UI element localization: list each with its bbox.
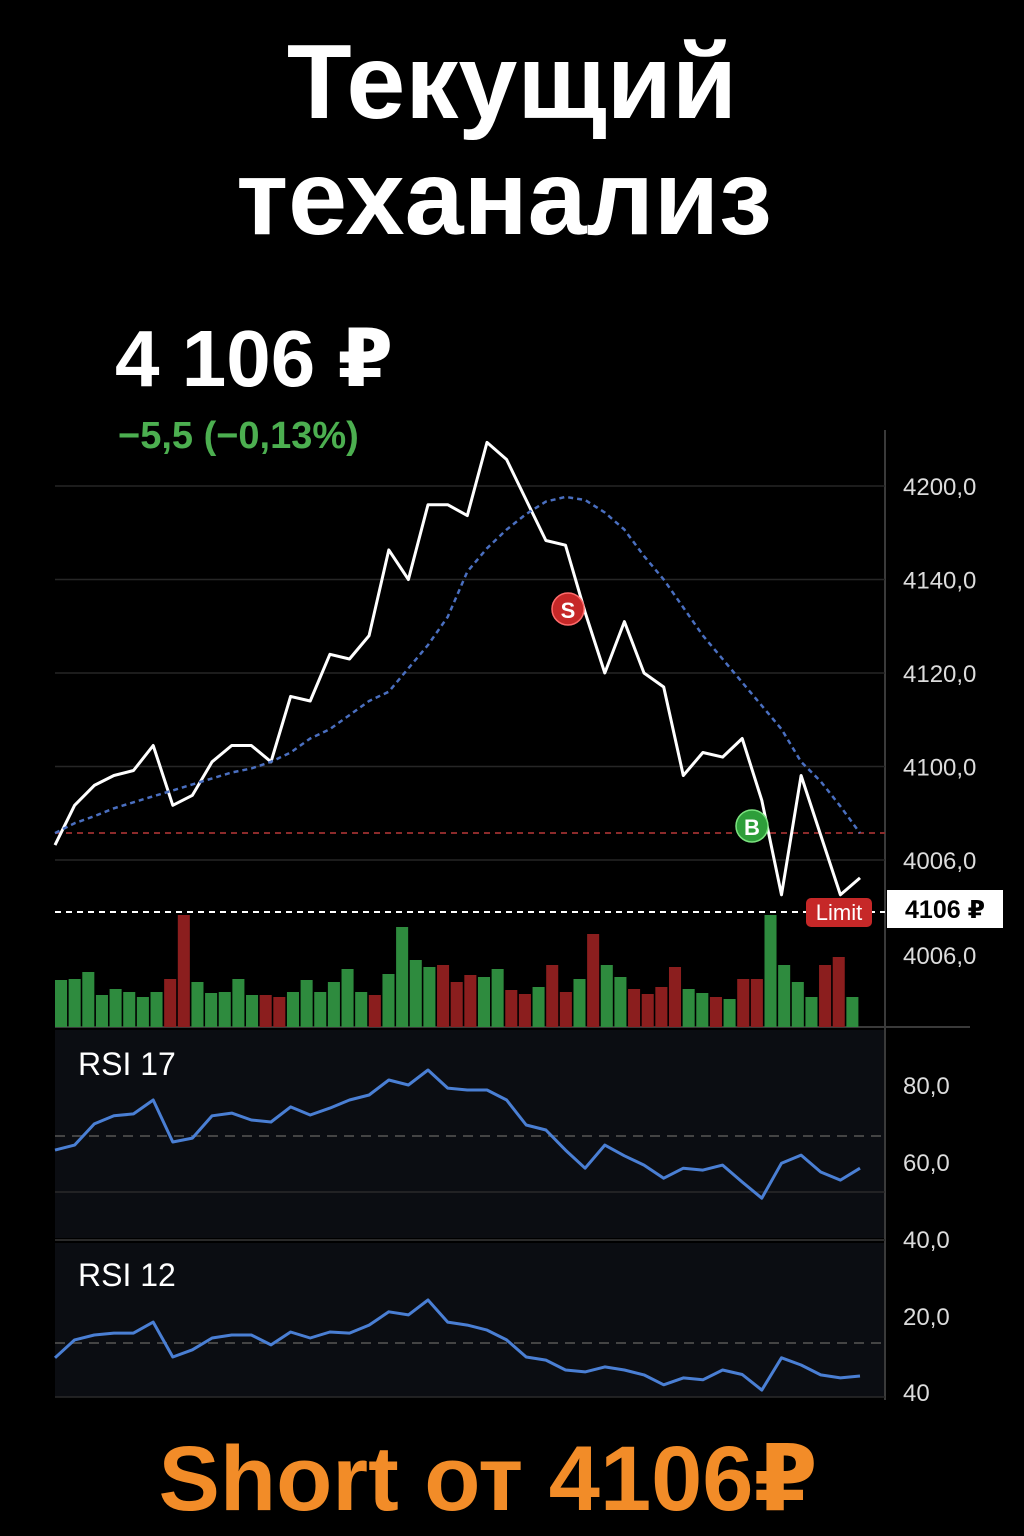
panel-title: RSI 17 <box>78 1046 176 1082</box>
marks: 4200,0 4140,0 4120,0 4100,0 4006,0 80,0 60,0 40… <box>53 440 976 1407</box>
volume-bar <box>723 999 736 1027</box>
volume-bar <box>846 997 859 1027</box>
volume-bar <box>368 995 381 1027</box>
volume-bar <box>423 967 436 1027</box>
volume-bar <box>273 997 286 1027</box>
series-line <box>53 1298 861 1392</box>
footer-call: Short от 4106₽ <box>159 1428 818 1530</box>
volume-bar <box>805 997 818 1027</box>
volume-bar <box>259 995 272 1027</box>
volume-bar <box>682 989 695 1027</box>
volume-bar <box>409 960 422 1027</box>
y-tick-label: 4006,0 <box>903 848 976 875</box>
buy-marker <box>735 809 769 843</box>
price-tag <box>887 890 1003 928</box>
volume-bar <box>55 980 68 1027</box>
volume-bar <box>382 974 395 1027</box>
volume-bar <box>505 990 518 1027</box>
volume-bar <box>464 975 477 1027</box>
volume-bar <box>191 982 204 1027</box>
y-tick-label: 60,0 <box>903 1150 950 1177</box>
moving-average <box>54 495 862 835</box>
volume-bar <box>150 992 163 1027</box>
volume-bar <box>164 979 177 1027</box>
volume-axis-label: 4006,0 <box>903 943 976 970</box>
volume-bar <box>68 979 81 1027</box>
limit-badge <box>806 898 872 927</box>
volume-bar <box>668 967 682 1027</box>
volume-bar <box>396 927 409 1027</box>
series-line <box>53 440 861 897</box>
volume-bar <box>546 965 559 1027</box>
volume-bar <box>286 992 299 1027</box>
price-tag-label: 4106 ₽ <box>905 896 985 924</box>
volume-bar <box>123 992 136 1027</box>
y-tick-label: 20,0 <box>903 1304 950 1331</box>
y-tick-label: 40,0 <box>903 1227 950 1254</box>
volume-bar <box>737 979 750 1027</box>
volume-bar <box>327 982 340 1027</box>
volume-bar <box>232 979 245 1027</box>
y-tick-label: 4120,0 <box>903 661 976 688</box>
buy-marker-label: B <box>744 815 760 840</box>
volume-bar <box>518 994 531 1027</box>
volume-bar <box>246 995 259 1027</box>
volume-bar <box>696 993 709 1027</box>
volume-bar <box>177 915 190 1027</box>
title-line: Текущий <box>287 23 737 141</box>
limit-label: Limit <box>816 900 862 925</box>
title-line: теханализ <box>236 139 772 257</box>
volume-bar <box>437 965 450 1027</box>
y-tick-label: 80,0 <box>903 1073 950 1100</box>
y-tick-label: 4140,0 <box>903 568 976 595</box>
volume-bar <box>628 989 641 1027</box>
volume-bar <box>450 982 463 1027</box>
volume-bar <box>778 965 791 1027</box>
volume-bar <box>95 995 108 1027</box>
rsi-panel <box>55 1243 885 1397</box>
volume-bar <box>205 993 218 1027</box>
volume-bar <box>218 992 231 1027</box>
volume-bar <box>573 979 586 1027</box>
volume-bar <box>750 979 763 1027</box>
volume-bar <box>314 992 327 1027</box>
sell-marker <box>551 592 585 626</box>
volume-bar <box>791 982 804 1027</box>
volume-bar <box>587 934 600 1027</box>
volume-bar <box>532 987 545 1027</box>
rsi-panel <box>55 1030 885 1238</box>
series-line <box>54 1068 861 1200</box>
volume-bar <box>82 972 95 1027</box>
y-tick-label: 4200,0 <box>903 474 976 501</box>
volume-bar <box>477 977 491 1027</box>
volume-bar <box>109 989 122 1027</box>
volume-bar <box>300 980 313 1027</box>
y-tick-label: 40 <box>903 1380 930 1407</box>
volume-bar <box>832 957 845 1027</box>
volume-bar <box>655 987 668 1027</box>
volume-bar <box>641 994 654 1027</box>
price-change: −5,5 (−0,13%) <box>118 415 359 457</box>
volume-bar <box>491 969 504 1027</box>
volume-bar <box>341 969 354 1027</box>
price: 4 106 ₽ <box>115 314 393 403</box>
volume-bar <box>355 992 368 1027</box>
sell-marker-label: S <box>561 598 576 623</box>
volume-bar <box>709 997 722 1027</box>
y-tick-label: 4100,0 <box>903 755 976 782</box>
volume-bar <box>136 997 149 1027</box>
volume-bar <box>764 915 777 1027</box>
volume-bar <box>614 977 627 1027</box>
volume-bar <box>819 965 832 1027</box>
volume-bar <box>600 965 613 1027</box>
volume-bar <box>559 992 572 1027</box>
panel-title: RSI 12 <box>78 1257 176 1293</box>
